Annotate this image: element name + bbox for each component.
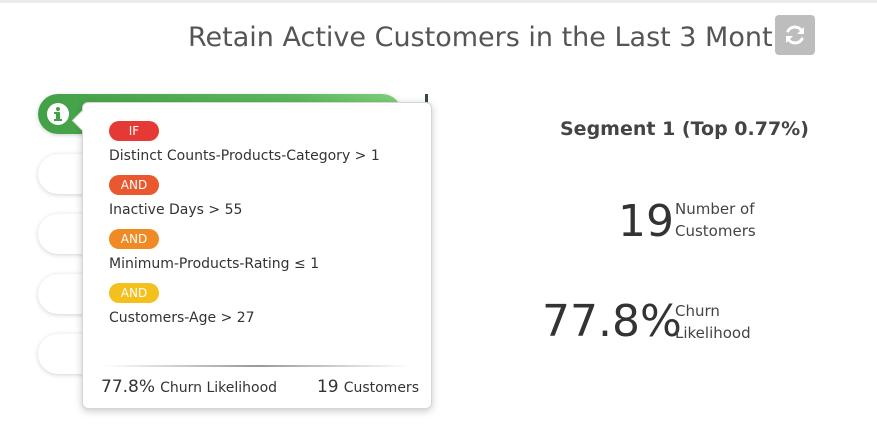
churn-likelihood-label: Churn Likelihood (675, 300, 785, 344)
customers-count: 19 (618, 196, 674, 247)
rule-condition: Customers-Age > 27 (109, 310, 255, 326)
churn-label-line1: Churn (675, 302, 720, 320)
churn-label: Churn Likelihood (160, 380, 278, 396)
popover-separator (103, 365, 411, 367)
customers-label-line2: Customers (675, 222, 756, 240)
popover-footer: 77.8% Churn Likelihood 19 Customers (101, 377, 419, 399)
rule-item: AND Inactive Days > 55 (109, 175, 419, 219)
rule-condition: Inactive Days > 55 (109, 202, 243, 218)
rule-list: IF Distinct Counts-Products-Category > 1… (109, 121, 419, 337)
operator-pill-and: AND (109, 175, 159, 195)
churn-summary: 77.8% Churn Likelihood (101, 377, 277, 397)
churn-label-line2: Likelihood (675, 324, 751, 342)
churn-value: 77.8% (101, 377, 156, 397)
rule-condition: Distinct Counts-Products-Category > 1 (109, 148, 380, 164)
customers-value: 19 (316, 377, 339, 397)
refresh-button[interactable] (775, 15, 815, 55)
customers-label: Customers (343, 380, 419, 396)
operator-pill-if: IF (109, 121, 159, 141)
rule-item: AND Minimum-Products-Rating ≤ 1 (109, 229, 419, 273)
operator-pill-and: AND (109, 229, 159, 249)
customers-summary: 19 Customers (317, 377, 419, 397)
segment-title: Segment 1 (Top 0.77%) (560, 118, 809, 140)
header: Retain Active Customers in the Last 3 Mo… (0, 14, 877, 60)
info-icon[interactable] (47, 103, 69, 125)
customers-label-line1: Number of (675, 200, 755, 218)
page-title: Retain Active Customers in the Last 3 Mo… (188, 22, 804, 53)
churn-likelihood-value: 77.8% (542, 296, 682, 347)
info-glyph (54, 107, 62, 121)
rule-item: IF Distinct Counts-Products-Category > 1 (109, 121, 419, 165)
refresh-icon (786, 25, 804, 45)
rule-condition: Minimum-Products-Rating ≤ 1 (109, 256, 320, 272)
rule-item: AND Customers-Age > 27 (109, 283, 419, 327)
customers-count-label: Number of Customers (675, 198, 785, 242)
segment-rules-popover: IF Distinct Counts-Products-Category > 1… (71, 102, 432, 409)
top-border (0, 0, 877, 3)
operator-pill-and: AND (109, 283, 159, 303)
